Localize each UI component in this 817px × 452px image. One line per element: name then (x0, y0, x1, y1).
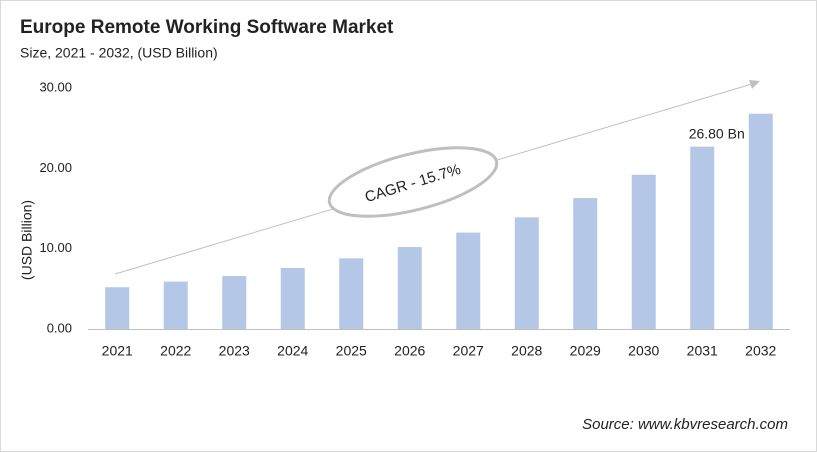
x-tick-label: 2021 (102, 343, 133, 359)
bar (631, 174, 656, 329)
y-axis-label: (USD Billion) (19, 200, 35, 280)
chart-title: Europe Remote Working Software Market (20, 17, 394, 38)
x-tick-label: 2023 (219, 343, 250, 359)
bar (748, 113, 773, 329)
value-label: 26.80 Bn (689, 125, 745, 141)
bar (456, 232, 481, 329)
x-tick-label: 2031 (687, 343, 718, 359)
source-note: Source: www.kbvresearch.com (582, 416, 788, 433)
x-tick-label: 2030 (628, 343, 659, 359)
bar (163, 281, 188, 329)
x-tick-label: 2028 (511, 343, 542, 359)
y-tick-label: 20.00 (39, 160, 72, 175)
x-tick-label: 2027 (453, 343, 484, 359)
y-tick-label: 0.00 (47, 320, 72, 335)
x-tick-label: 2025 (336, 343, 367, 359)
x-tick-label: 2022 (160, 343, 191, 359)
chart-subtitle: Size, 2021 - 2032, (USD Billion) (20, 45, 218, 61)
bar (105, 287, 130, 329)
x-tick-label: 2032 (745, 343, 776, 359)
x-tick-label: 2026 (394, 343, 425, 359)
bar (280, 267, 305, 329)
bar (690, 146, 715, 329)
y-tick-label: 10.00 (39, 240, 72, 255)
x-tick-label: 2029 (570, 343, 601, 359)
bar (397, 247, 422, 329)
bar (514, 217, 539, 329)
arrow-head (749, 80, 760, 89)
cagr-ellipse (327, 146, 499, 218)
bar (222, 275, 247, 329)
y-tick-label: 30.00 (39, 79, 72, 94)
x-tick-label: 2024 (277, 343, 308, 359)
bar (339, 258, 364, 329)
bar (573, 198, 598, 329)
